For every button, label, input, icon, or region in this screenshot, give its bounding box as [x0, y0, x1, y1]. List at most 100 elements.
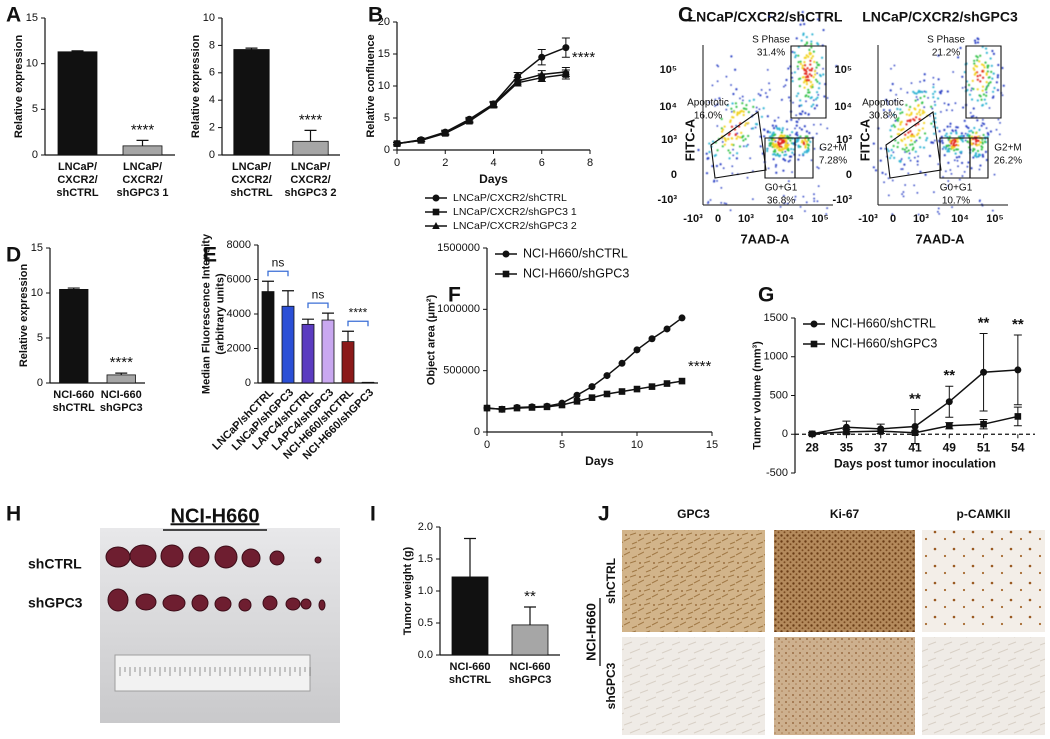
event-dot	[889, 129, 892, 132]
event-dot	[723, 143, 726, 146]
event-dot	[805, 42, 809, 45]
panel-letter: H	[6, 503, 21, 526]
event-dot	[917, 103, 920, 107]
event-dot	[1002, 84, 1005, 87]
y-tick-label: 15	[26, 12, 38, 24]
flow-y-tick-label: 10³	[836, 134, 852, 146]
gate-name: Apoptotic	[687, 98, 729, 109]
event-dot	[816, 96, 819, 99]
event-dot	[910, 82, 913, 84]
event-dot	[805, 94, 808, 97]
marker	[513, 404, 521, 412]
event-dot	[759, 145, 762, 148]
event-dot	[959, 135, 962, 138]
event-dot	[790, 118, 793, 121]
tumor	[318, 599, 326, 611]
y-tick-label: 1500000	[437, 242, 480, 254]
y-tick-label: 5	[384, 112, 390, 124]
ruler	[114, 654, 311, 692]
ihc-row-label: shGPC3	[604, 662, 618, 709]
event-dot	[725, 75, 728, 78]
event-dot	[730, 55, 733, 58]
event-dot	[806, 135, 809, 138]
event-dot	[916, 191, 919, 194]
event-dot	[955, 156, 958, 159]
event-dot	[715, 164, 718, 168]
bar	[321, 319, 335, 384]
event-dot	[713, 154, 716, 157]
event-dot	[705, 172, 709, 175]
event-dot	[931, 107, 934, 110]
x-tick-label: LNCaP/	[58, 161, 97, 173]
event-dot	[900, 158, 903, 160]
event-dot	[795, 94, 798, 98]
event-dot	[932, 86, 935, 89]
event-dot	[711, 165, 714, 168]
y-tick-label: 0	[474, 426, 480, 438]
event-dot	[958, 178, 961, 181]
event-dot	[872, 166, 875, 169]
event-dot	[982, 133, 985, 137]
event-dot	[997, 118, 1000, 121]
y-tick-label: 1000000	[437, 303, 480, 315]
photo-title: NCI-H660	[171, 505, 260, 527]
event-dot	[708, 150, 711, 154]
event-dot	[800, 141, 804, 144]
event-dot	[902, 191, 905, 193]
x-tick-label: 49	[943, 440, 957, 454]
gate-percent: 36.8%	[767, 196, 795, 207]
event-dot	[912, 146, 915, 149]
marker	[465, 116, 474, 124]
event-dot	[805, 70, 808, 73]
event-dot	[773, 119, 776, 122]
event-dot	[905, 104, 908, 107]
event-dot	[816, 166, 819, 169]
event-dot	[732, 116, 735, 119]
marker	[1014, 366, 1022, 374]
marker	[911, 429, 919, 436]
panel-letter: J	[598, 503, 610, 526]
event-dot	[809, 140, 812, 144]
event-dot	[739, 97, 741, 100]
y-tick-label: 8000	[227, 239, 251, 251]
event-dot	[917, 122, 920, 126]
event-dot	[943, 154, 946, 157]
event-dot	[933, 100, 936, 103]
event-dot	[996, 88, 1000, 92]
series-line	[486, 317, 683, 411]
event-dot	[792, 148, 795, 151]
flow-y-tick-label: 0	[846, 169, 852, 181]
event-dot	[739, 136, 742, 139]
event-dot	[777, 141, 780, 144]
event-dot	[797, 118, 800, 121]
event-dot	[781, 151, 784, 154]
legend-label: LNCaP/CXCR2/shCTRL	[453, 192, 567, 204]
event-dot	[973, 62, 976, 65]
marker	[441, 128, 450, 136]
event-dot	[960, 161, 964, 165]
annotation: ns	[272, 255, 285, 269]
event-dot	[816, 42, 819, 45]
event-dot	[754, 126, 757, 129]
event-dot	[720, 186, 723, 189]
event-dot	[786, 148, 789, 151]
event-dot	[918, 136, 921, 139]
marker	[877, 427, 885, 435]
panel-letter: B	[368, 4, 383, 27]
event-dot	[974, 152, 978, 155]
event-dot	[936, 97, 940, 100]
event-dot	[772, 127, 776, 130]
x-tick-label: CXCR2/	[122, 174, 162, 186]
gate-name: S Phase	[752, 35, 790, 46]
event-dot	[803, 143, 806, 146]
event-dot	[951, 139, 954, 142]
event-dot	[815, 61, 818, 64]
tumor	[314, 556, 322, 564]
event-dot	[768, 15, 771, 18]
flow-x-tick-label: 10⁵	[986, 213, 1003, 225]
x-tick-label: NCI-660	[53, 389, 94, 401]
event-dot	[953, 159, 956, 162]
event-dot	[883, 181, 885, 184]
event-dot	[954, 129, 957, 132]
